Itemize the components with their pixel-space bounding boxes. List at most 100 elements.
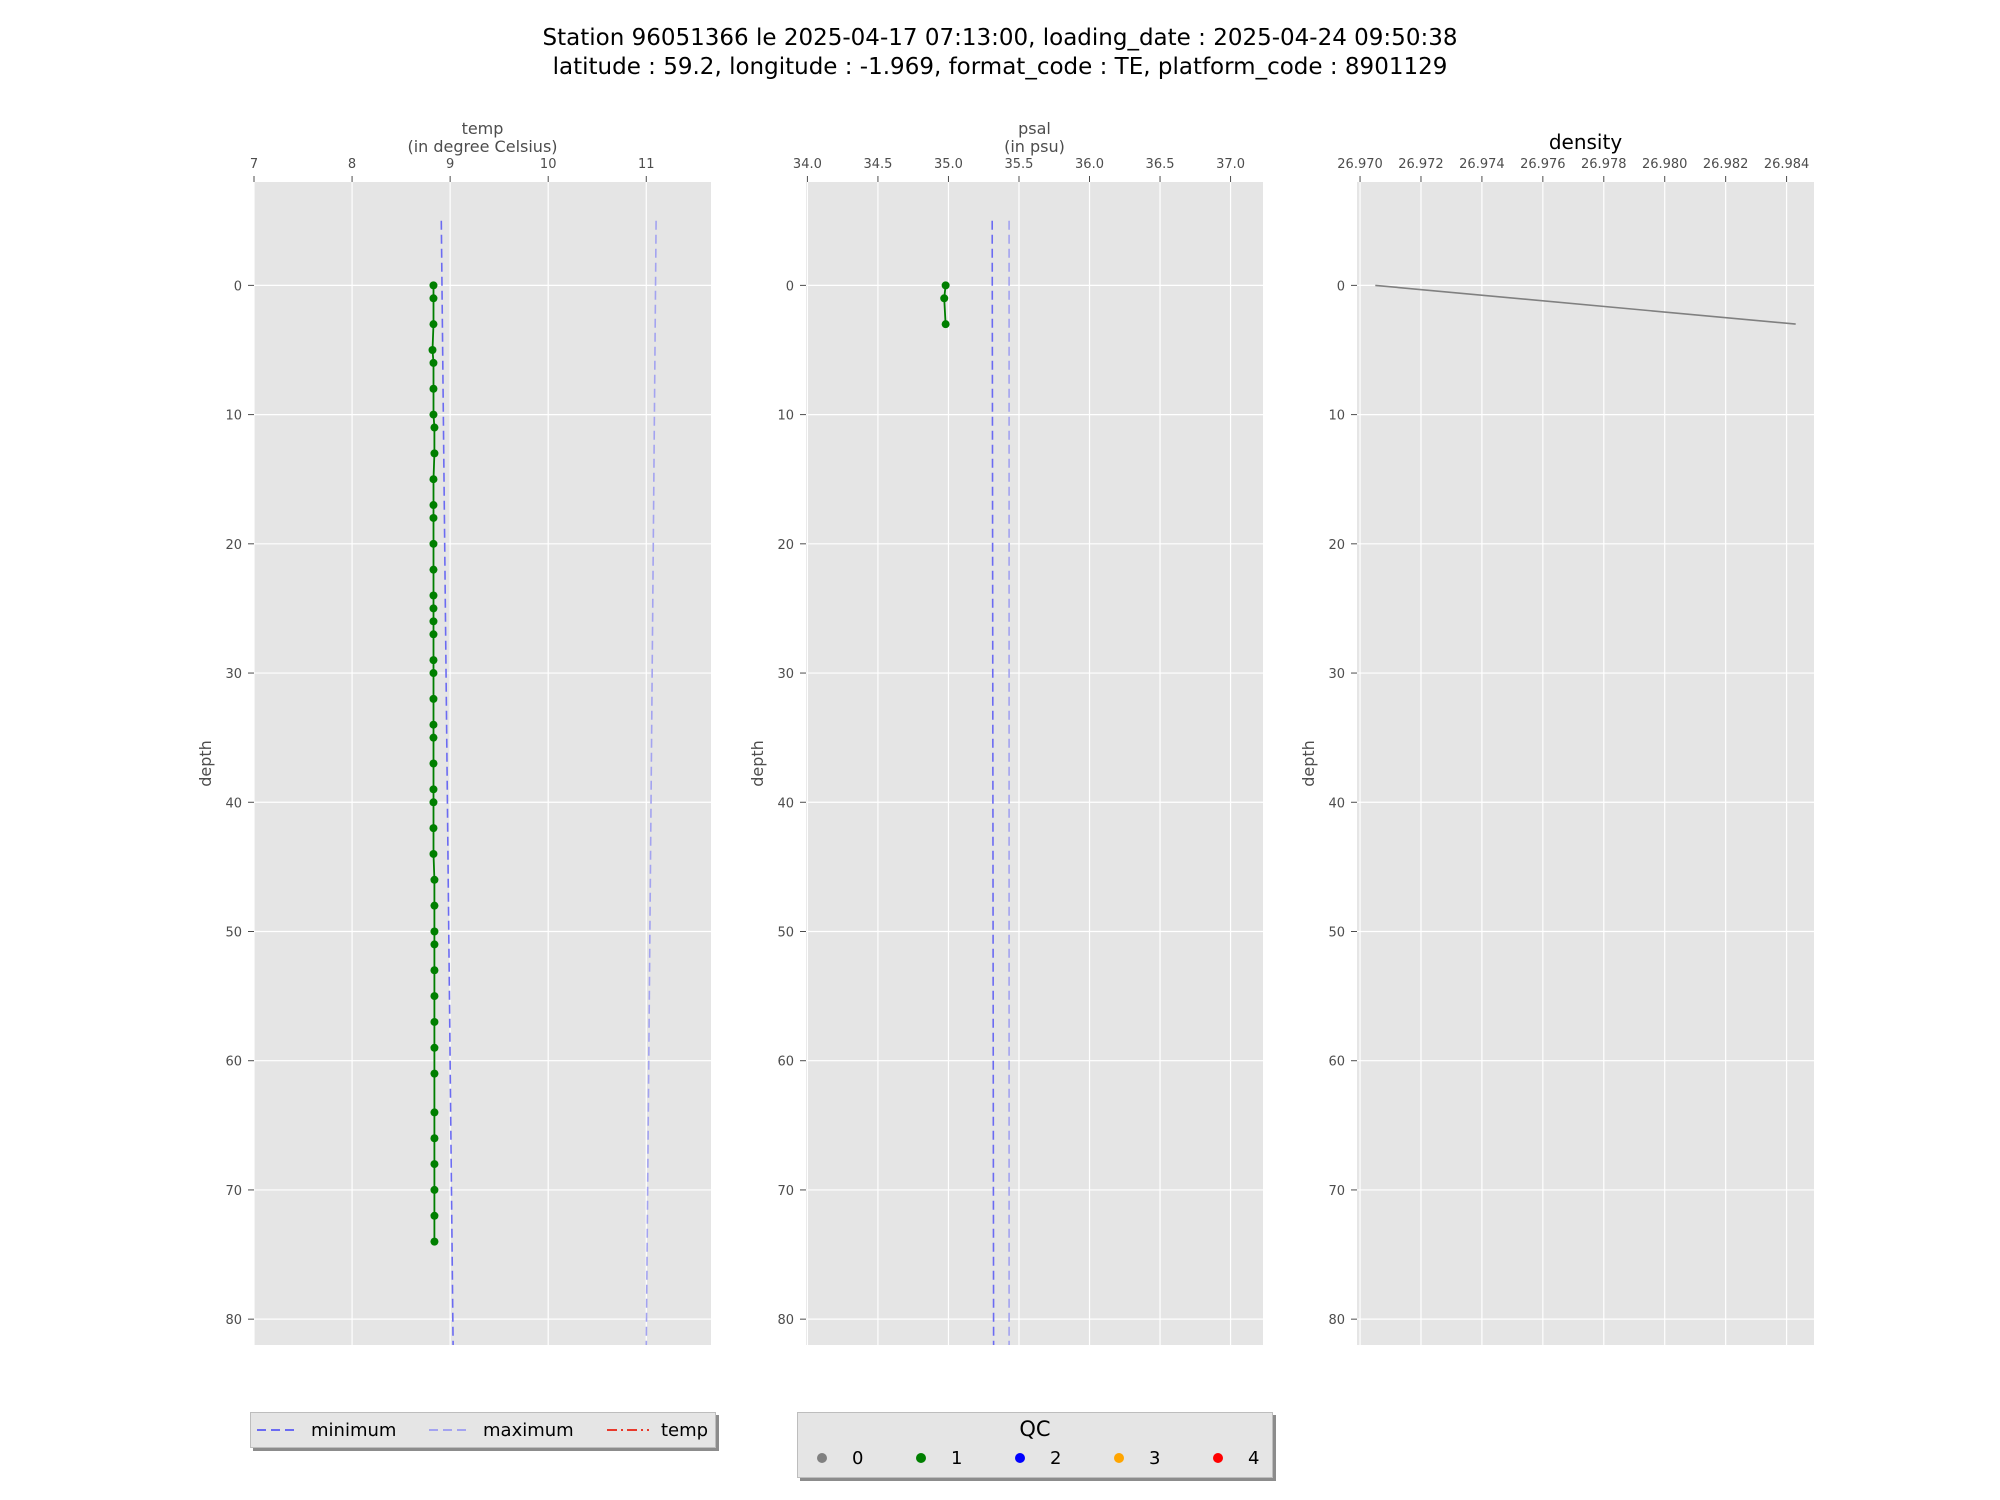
- data-point-temp: [429, 798, 438, 807]
- y-tick-label: 40: [225, 796, 242, 811]
- x-tick-label: 8: [348, 157, 356, 172]
- data-point-temp: [429, 410, 438, 419]
- data-point-temp: [430, 1211, 439, 1220]
- y-tick-label: 80: [777, 1313, 794, 1328]
- qc-marker-0: [817, 1453, 827, 1463]
- qc-marker-2: [1015, 1453, 1025, 1463]
- y-tick-label: 70: [1328, 1184, 1345, 1199]
- legend-label-maximum: maximum: [483, 1419, 574, 1441]
- y-tick-label: 50: [225, 925, 242, 940]
- data-point-temp: [430, 1017, 439, 1026]
- plot-area: [254, 182, 711, 1345]
- x-tick-label: 36.5: [1146, 157, 1175, 172]
- legend-item-temp: temp: [607, 1413, 708, 1447]
- qc-legend: QC 0 1 2 3 4: [797, 1412, 1273, 1478]
- y-tick-label: 80: [225, 1313, 242, 1328]
- data-point-temp: [430, 940, 439, 949]
- data-point-temp: [430, 966, 439, 975]
- data-point-temp: [429, 617, 438, 626]
- data-point-temp: [430, 875, 439, 884]
- x-tick-label: 35.5: [1005, 157, 1034, 172]
- qc-legend-item-2: 2: [1014, 1443, 1061, 1473]
- x-tick-label: 9: [446, 157, 454, 172]
- y-tick-label: 10: [1328, 409, 1345, 424]
- data-point-temp: [429, 656, 438, 665]
- y-tick-label: 30: [1328, 667, 1345, 682]
- qc-marker-4: [1213, 1453, 1223, 1463]
- y-tick-label: 80: [1328, 1313, 1345, 1328]
- x-tick-label: 36.0: [1075, 157, 1104, 172]
- y-tick-label: 0: [234, 279, 242, 294]
- x-tick-label: 26.982: [1703, 157, 1749, 172]
- data-point-temp: [430, 1069, 439, 1078]
- y-tick-label: 0: [1337, 279, 1345, 294]
- data-point-temp: [429, 358, 438, 367]
- qc-label-0: 0: [852, 1447, 864, 1469]
- y-tick-label: 20: [1328, 538, 1345, 553]
- legend-swatch-temp: [607, 1429, 649, 1431]
- x-tick-label: 26.978: [1581, 157, 1627, 172]
- plot-area: [806, 182, 1263, 1345]
- y-tick-label: 20: [777, 538, 794, 553]
- data-point-temp: [429, 824, 438, 833]
- title-line-2: latitude : 59.2, longitude : -1.969, for…: [552, 54, 1448, 80]
- figure-title: Station 96051366 le 2025-04-17 07:13:00,…: [0, 24, 2000, 82]
- data-point-psal: [941, 320, 950, 329]
- data-point-temp: [430, 1134, 439, 1143]
- qc-legend-item-4: 4: [1212, 1443, 1259, 1473]
- x-tick-label: 10: [540, 157, 557, 172]
- data-point-temp: [429, 281, 438, 290]
- data-point-temp: [429, 591, 438, 600]
- qc-marker-3: [1114, 1453, 1124, 1463]
- data-point-psal: [940, 294, 949, 303]
- x-tick-label: 34.5: [863, 157, 892, 172]
- x-axis-label: temp (in degree Celsius): [407, 119, 557, 156]
- data-point-temp: [430, 1185, 439, 1194]
- series-line-minimum: [440, 220, 454, 1346]
- y-axis-label: depth: [196, 740, 215, 787]
- data-point-temp: [430, 901, 439, 910]
- panel-density: 26.970 26.972 26.974 26.976 26.978 26.980 26.9…: [1299, 130, 1814, 1345]
- data-point-psal: [941, 281, 950, 290]
- y-tick-label: 40: [777, 796, 794, 811]
- qc-marker-1: [916, 1453, 926, 1463]
- lines-legend: minimum maximum temp: [250, 1412, 716, 1448]
- qc-legend-title: QC: [1019, 1417, 1051, 1441]
- qc-legend-item-0: 0: [816, 1443, 863, 1473]
- x-tick-label: 37.0: [1216, 157, 1245, 172]
- y-axis-label: depth: [1299, 740, 1318, 787]
- x-tick-label: 35.0: [934, 157, 963, 172]
- legend-swatch-minimum: [257, 1429, 299, 1431]
- series-line-maximum: [645, 220, 657, 1346]
- data-point-temp: [429, 384, 438, 393]
- data-point-temp: [429, 604, 438, 613]
- data-point-temp: [430, 423, 439, 432]
- data-point-temp: [429, 513, 438, 522]
- data-point-temp: [429, 720, 438, 729]
- qc-label-4: 4: [1248, 1447, 1260, 1469]
- y-tick-label: 60: [225, 1055, 242, 1070]
- series-line-psal: [943, 285, 947, 325]
- data-point-temp: [429, 694, 438, 703]
- data-point-temp: [428, 345, 437, 354]
- qc-label-2: 2: [1050, 1447, 1062, 1469]
- panel-temp: 7 8 9 10 11 0 10 20 30 40 50 60 70 80 depth temp (in deg…: [196, 119, 711, 1346]
- data-point-temp: [429, 669, 438, 678]
- plot-area: [1357, 182, 1814, 1345]
- data-point-temp: [430, 1043, 439, 1052]
- y-axis-label: depth: [748, 740, 767, 787]
- data-point-temp: [429, 733, 438, 742]
- data-point-temp: [429, 294, 438, 303]
- y-tick-label: 50: [1328, 925, 1345, 940]
- y-tick-label: 30: [225, 667, 242, 682]
- data-point-temp: [429, 785, 438, 794]
- qc-label-3: 3: [1149, 1447, 1161, 1469]
- y-tick-label: 10: [777, 409, 794, 424]
- legend-label-minimum: minimum: [311, 1419, 397, 1441]
- data-point-temp: [430, 927, 439, 936]
- x-tick-label: 7: [250, 157, 258, 172]
- x-tick-label: 34.0: [793, 157, 822, 172]
- y-tick-label: 60: [1328, 1055, 1345, 1070]
- x-tick-label: 26.984: [1764, 157, 1810, 172]
- legend-label-temp: temp: [661, 1419, 709, 1441]
